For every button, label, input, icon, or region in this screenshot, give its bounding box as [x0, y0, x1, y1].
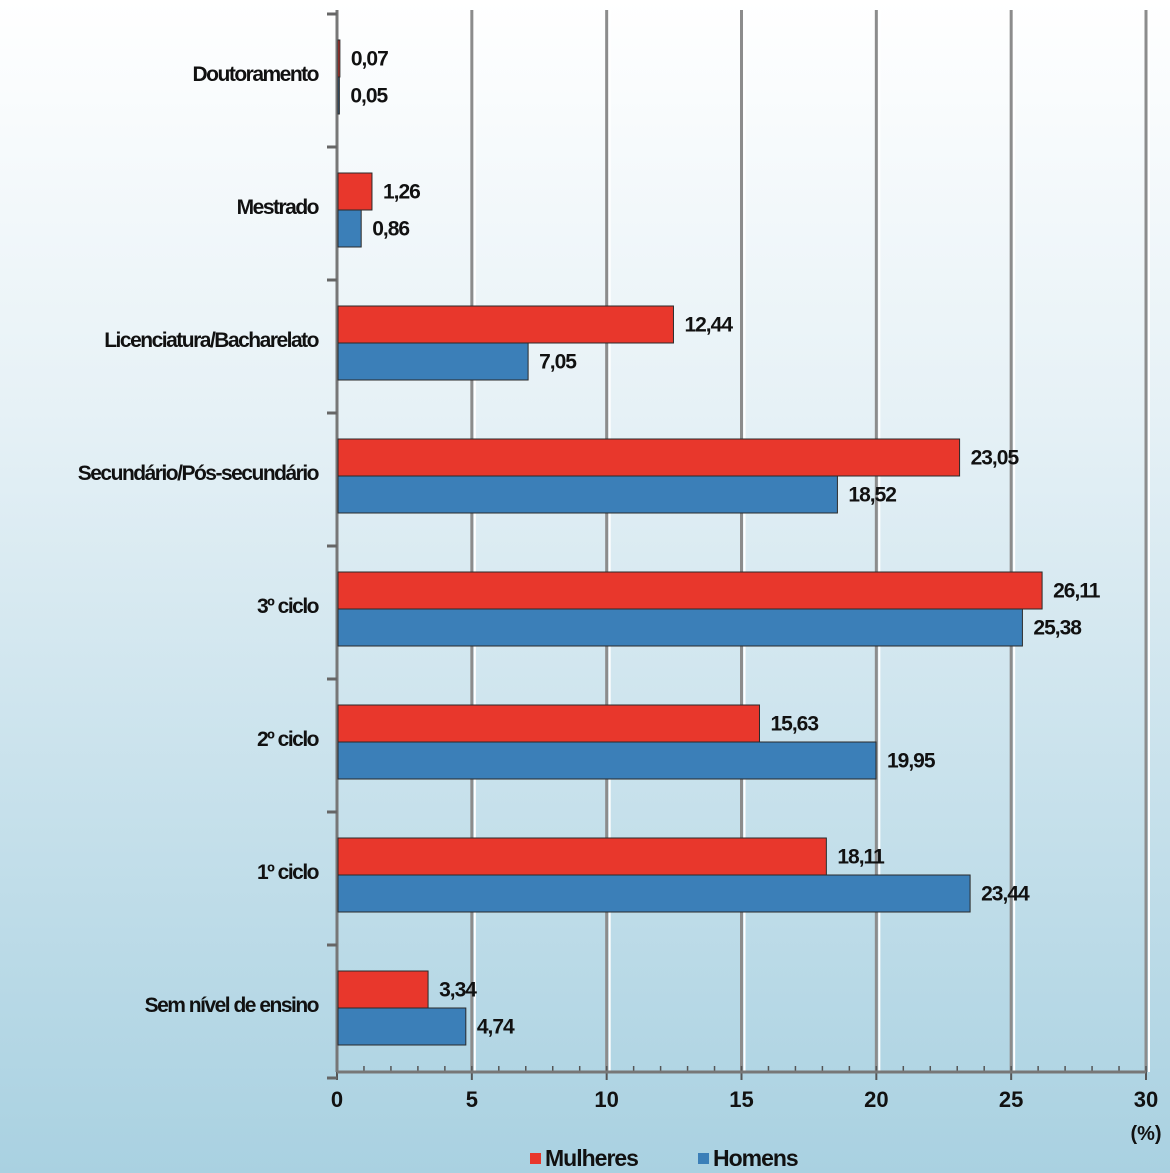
bar-homens [337, 209, 362, 248]
value-label: 1,26 [383, 181, 420, 204]
category-label: Mestrado [237, 196, 319, 219]
value-label: 0,05 [350, 85, 388, 108]
x-tick-label: 0 [331, 1087, 343, 1112]
bars [337, 39, 1043, 1046]
x-tick-label: 20 [864, 1087, 888, 1112]
category-label: Doutoramento [193, 63, 319, 86]
value-label: 25,38 [1033, 617, 1082, 640]
value-label: 3,34 [439, 979, 477, 1002]
value-label: 18,52 [848, 484, 896, 507]
bar-mulheres [337, 837, 827, 876]
axes: 0 5 10 15 20 25 30 [327, 10, 1158, 1112]
value-label: 0,07 [351, 48, 388, 71]
x-axis-unit-label: (%) [1130, 1123, 1161, 1145]
x-tick-label: 10 [594, 1087, 618, 1112]
bar-mulheres [337, 39, 341, 78]
x-tick-label: 15 [729, 1087, 753, 1112]
value-label: 26,11 [1053, 580, 1101, 603]
legend: Mulheres Homens [530, 1145, 799, 1172]
value-label: 23,44 [981, 883, 1030, 906]
x-tick-label: 25 [999, 1087, 1023, 1112]
bar-homens [337, 475, 838, 514]
value-label: 18,11 [837, 846, 885, 869]
bar-chart: 0 5 10 15 20 25 30 Doutoramento 0,07 0,05 Mestrad… [78, 10, 1162, 1145]
legend-swatch-homens [697, 1153, 709, 1164]
legend-swatch-mulheres [530, 1153, 541, 1164]
value-label: 4,74 [477, 1016, 515, 1039]
value-label: 7,05 [539, 351, 577, 374]
legend-item-mulheres: Mulheres [530, 1145, 639, 1172]
x-tick-label: 30 [1134, 1087, 1158, 1112]
value-label: 23,05 [971, 447, 1020, 470]
bar-homens [337, 342, 529, 381]
value-label: 0,86 [372, 218, 409, 241]
bar-mulheres [337, 571, 1043, 610]
gridlines [470, 10, 1150, 1072]
x-tick-label: 5 [466, 1087, 478, 1112]
bar-homens [337, 741, 877, 780]
value-label: 19,95 [887, 750, 936, 773]
bar-homens [337, 608, 1023, 647]
legend-label-homens: Homens [712, 1145, 799, 1171]
bar-mulheres [337, 438, 961, 477]
category-label: Licenciatura/Bacharelato [104, 329, 318, 352]
bar-mulheres [337, 704, 760, 743]
legend-label-mulheres: Mulheres [545, 1145, 639, 1171]
bar-mulheres [337, 305, 674, 344]
labels: Doutoramento 0,07 0,05 Mestrado 1,26 0,86 Lice… [78, 48, 1102, 1039]
category-label: 1º ciclo [257, 861, 319, 884]
bar-homens [337, 1007, 467, 1046]
value-label: 12,44 [684, 314, 733, 337]
category-label: Sem nível de ensino [145, 994, 319, 1017]
bar-homens [337, 76, 340, 115]
category-label: Secundário/Pós-secundário [78, 462, 319, 485]
bar-mulheres [337, 172, 373, 211]
value-label: 15,63 [770, 713, 818, 736]
bar-homens [337, 874, 971, 913]
bar-mulheres [337, 970, 429, 1009]
category-label: 2º ciclo [257, 728, 319, 751]
legend-item-homens: Homens [697, 1145, 799, 1172]
category-label: 3º ciclo [257, 595, 319, 618]
